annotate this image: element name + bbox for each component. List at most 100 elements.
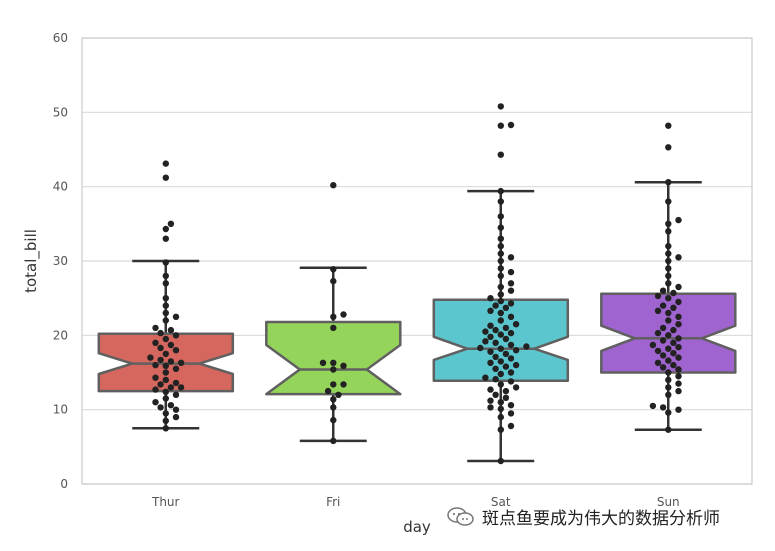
data-point: [152, 374, 159, 381]
data-point: [162, 376, 169, 384]
data-point: [507, 268, 515, 276]
data-point: [330, 324, 337, 332]
data-point: [675, 313, 682, 320]
watermark: 斑点鱼要成为伟大的数据分析师: [446, 504, 720, 529]
data-point: [502, 335, 510, 343]
notched-box: [265, 320, 402, 396]
data-point: [665, 144, 672, 151]
data-point: [665, 376, 672, 384]
data-point: [492, 339, 499, 346]
watermark-text: 斑点鱼要成为伟大的数据分析师: [482, 509, 720, 529]
data-point: [507, 280, 515, 287]
data-point: [659, 302, 667, 309]
y-tick-label: 30: [53, 254, 68, 268]
data-point: [497, 151, 504, 158]
data-point: [162, 174, 169, 181]
data-point: [665, 220, 672, 227]
data-point: [675, 321, 682, 328]
data-point: [330, 266, 337, 273]
data-point: [665, 280, 672, 287]
data-point: [162, 309, 169, 317]
data-point: [152, 386, 159, 393]
data-point: [675, 366, 682, 373]
data-point: [152, 361, 159, 369]
data-point: [330, 366, 337, 373]
data-point: [675, 380, 682, 387]
data-point: [502, 387, 510, 395]
data-point: [523, 343, 530, 350]
data-point: [340, 311, 347, 318]
box-fri: [265, 266, 402, 443]
data-point: [162, 225, 169, 233]
data-point: [497, 198, 504, 205]
data-point: [665, 228, 672, 235]
y-tick-label: 50: [53, 105, 68, 119]
data-point: [497, 297, 504, 305]
data-point: [162, 395, 169, 402]
notched-box: [432, 298, 570, 382]
data-point: [482, 374, 489, 381]
data-point: [167, 341, 175, 349]
data-point: [512, 384, 520, 391]
box-sat: [432, 189, 570, 463]
data-point: [665, 357, 672, 364]
data-point: [502, 304, 510, 311]
data-point: [319, 359, 327, 366]
data-point: [172, 347, 180, 354]
data-point: [492, 326, 499, 334]
data-point: [172, 365, 180, 372]
data-point: [157, 329, 164, 337]
data-point: [497, 242, 504, 250]
data-point: [157, 356, 164, 364]
data-point: [487, 348, 494, 355]
data-point: [330, 359, 337, 366]
x-axis-label: day: [403, 518, 431, 536]
data-point: [507, 313, 515, 320]
data-point: [670, 350, 677, 357]
data-point: [512, 347, 520, 354]
data-point: [665, 122, 672, 129]
data-point: [654, 292, 662, 300]
data-point: [162, 259, 169, 266]
data-point: [497, 122, 504, 129]
data-point: [487, 397, 494, 404]
data-point: [507, 369, 515, 376]
data-point: [675, 373, 682, 380]
data-point: [162, 317, 169, 324]
data-point: [497, 405, 504, 413]
data-point: [507, 287, 515, 294]
plot-frame: [81, 37, 753, 485]
y-tick-label: 40: [53, 180, 68, 194]
data-point: [497, 426, 504, 433]
data-point: [670, 289, 677, 297]
data-point: [157, 344, 164, 352]
data-point: [162, 160, 169, 167]
data-point: [654, 347, 662, 355]
data-point: [675, 406, 682, 413]
data-point: [507, 378, 515, 385]
data-point: [665, 242, 672, 250]
data-point: [502, 363, 510, 370]
x-tick-label: Thur: [151, 495, 180, 509]
data-point: [167, 402, 175, 409]
data-point: [497, 370, 504, 378]
data-point: [152, 324, 159, 332]
data-point: [492, 353, 499, 361]
data-point: [487, 307, 494, 314]
data-point: [340, 381, 347, 388]
data-point: [654, 329, 662, 337]
data-point: [649, 402, 657, 410]
data-point: [665, 391, 672, 398]
data-point: [665, 250, 672, 257]
data-point: [507, 422, 515, 430]
y-tick-labels: 0 10 20 30 40 50 60: [53, 31, 68, 491]
data-point: [497, 250, 504, 257]
data-point: [487, 386, 494, 393]
points-layer: [147, 103, 682, 465]
data-point: [172, 379, 180, 387]
data-point: [670, 304, 677, 311]
data-point: [670, 326, 677, 334]
data-point: [507, 121, 515, 129]
data-point: [665, 179, 672, 186]
